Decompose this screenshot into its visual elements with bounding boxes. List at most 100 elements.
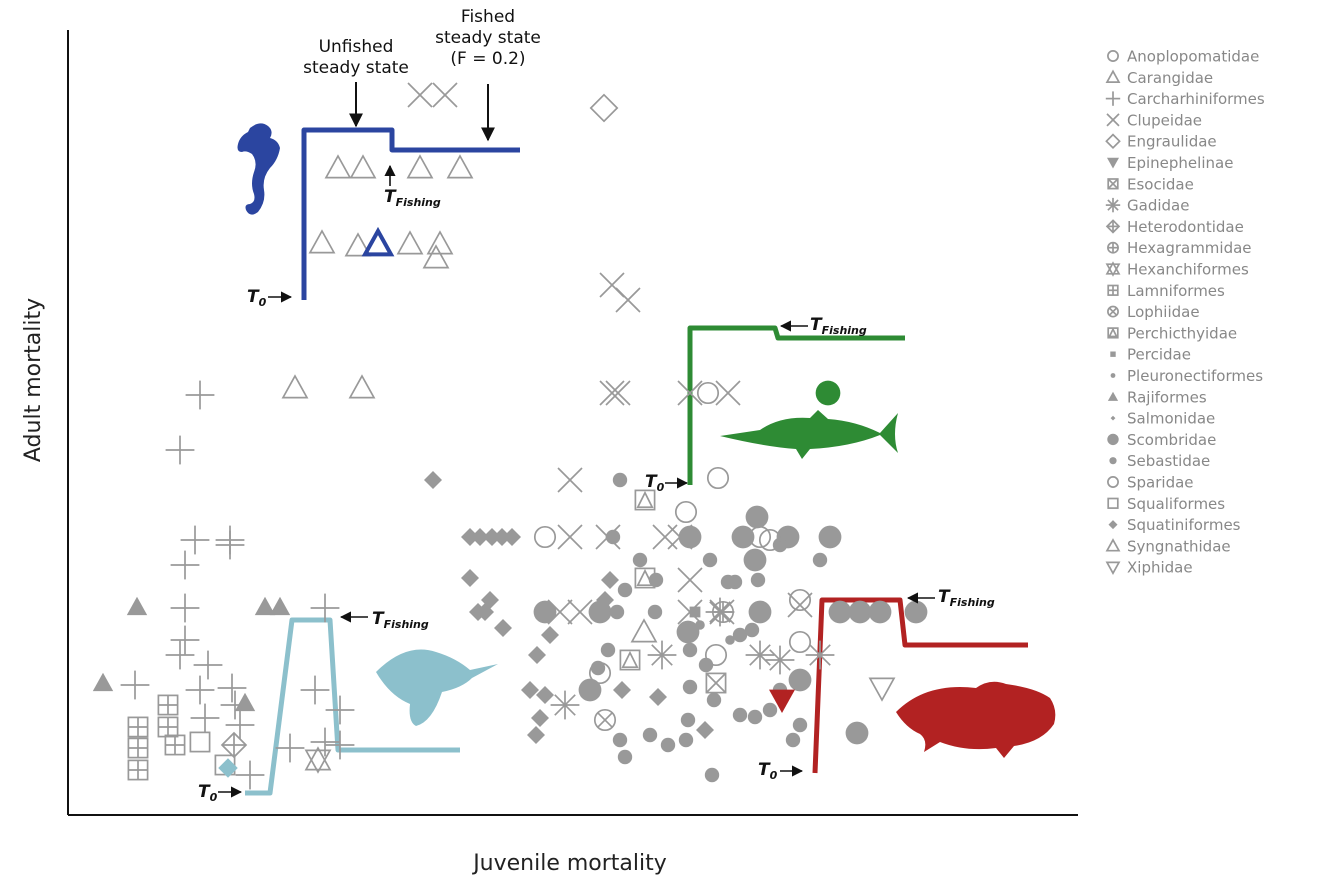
data-point (661, 738, 675, 752)
data-point (721, 575, 735, 589)
data-point (186, 381, 215, 410)
data-point (534, 601, 557, 624)
data-point (648, 605, 662, 619)
legend-label: Syngnathidae (1127, 537, 1231, 555)
t-label-sub: Fishing (384, 618, 429, 631)
data-point (751, 573, 765, 587)
data-point (613, 473, 627, 487)
t-label-sub: 0 (259, 296, 267, 309)
data-point (527, 726, 545, 744)
chart: Juvenile mortality Adult mortality Anopl… (0, 0, 1319, 879)
data-point (696, 721, 714, 739)
data-point (763, 703, 777, 717)
data-point (744, 549, 767, 572)
t-label: TFishing (384, 187, 441, 209)
legend-marker (1107, 71, 1119, 82)
legend-label: Sebastidae (1127, 452, 1210, 470)
t-label: TFishing (372, 609, 429, 631)
data-point (713, 602, 733, 622)
t-label-sub: 0 (770, 769, 778, 782)
legend-label: Anoplopomatidae (1127, 48, 1259, 66)
data-point (165, 735, 184, 754)
t-label: TFishing (938, 587, 995, 609)
data-point (128, 717, 147, 736)
data-point (681, 713, 695, 727)
data-point (610, 605, 624, 619)
data-point (606, 381, 630, 405)
data-point (849, 601, 872, 624)
data-point (558, 468, 582, 492)
legend-marker (1108, 392, 1118, 401)
data-point (408, 156, 432, 178)
data-point (579, 679, 602, 702)
data-point (433, 83, 457, 107)
data-point (678, 568, 702, 592)
t-label: T0 (758, 760, 778, 782)
t-label-sub: Fishing (822, 324, 867, 337)
data-point (705, 768, 719, 782)
legend-label: Clupeidae (1127, 111, 1202, 129)
legend-label: Engraulidae (1127, 133, 1217, 151)
marlin-icon (720, 410, 898, 459)
data-point (171, 594, 200, 623)
legend-marker (1108, 307, 1118, 317)
data-point (683, 643, 697, 657)
legend-marker (1111, 373, 1116, 378)
data-point (676, 502, 696, 522)
legend-marker (1106, 91, 1120, 105)
data-point (424, 471, 442, 489)
t-label-sub: 0 (657, 481, 665, 494)
data-point (191, 704, 220, 733)
data-point (707, 693, 721, 707)
data-point (732, 526, 755, 549)
legend-label: Gadidae (1127, 197, 1189, 215)
data-point (620, 650, 639, 669)
data-point (276, 734, 305, 763)
legend-marker (1107, 434, 1118, 445)
data-point (216, 531, 245, 560)
data-point (166, 641, 195, 670)
data-point (121, 671, 150, 700)
data-point (306, 748, 330, 772)
data-point (790, 632, 810, 652)
legend-label: Hexagrammidae (1127, 239, 1252, 257)
data-point (677, 621, 700, 644)
data-point (606, 530, 620, 544)
data-point (746, 641, 775, 670)
t-label: T0 (198, 782, 218, 804)
highlight-point (816, 381, 841, 406)
data-point (601, 571, 619, 589)
data-point (128, 738, 147, 757)
data-point (171, 551, 200, 580)
data-point (494, 619, 512, 637)
data-point (171, 626, 200, 655)
data-point (632, 620, 656, 642)
data-point (649, 688, 667, 706)
data-point (679, 733, 693, 747)
legend-label: Hexanchiformes (1127, 261, 1249, 279)
data-point (683, 680, 697, 694)
data-point (531, 709, 549, 727)
data-point (535, 527, 555, 547)
data-point (819, 526, 842, 549)
legend-marker (1107, 114, 1119, 126)
legend-label: Perchicthyidae (1127, 324, 1237, 342)
data-point (181, 526, 210, 555)
data-point (789, 669, 812, 692)
data-point (613, 681, 631, 699)
data-point (786, 733, 800, 747)
data-point (93, 673, 113, 691)
data-point (708, 468, 728, 488)
data-point (301, 676, 330, 705)
data-point (706, 673, 725, 692)
legend-label: Lamniformes (1127, 282, 1225, 300)
data-point (618, 750, 632, 764)
t-label: T0 (247, 287, 267, 309)
legend-marker (1109, 457, 1116, 464)
seahorse-icon (238, 123, 281, 214)
data-point (166, 436, 195, 465)
data-point (846, 722, 869, 745)
data-point (648, 641, 677, 670)
data-point (351, 156, 375, 178)
legend-marker (1108, 243, 1118, 253)
